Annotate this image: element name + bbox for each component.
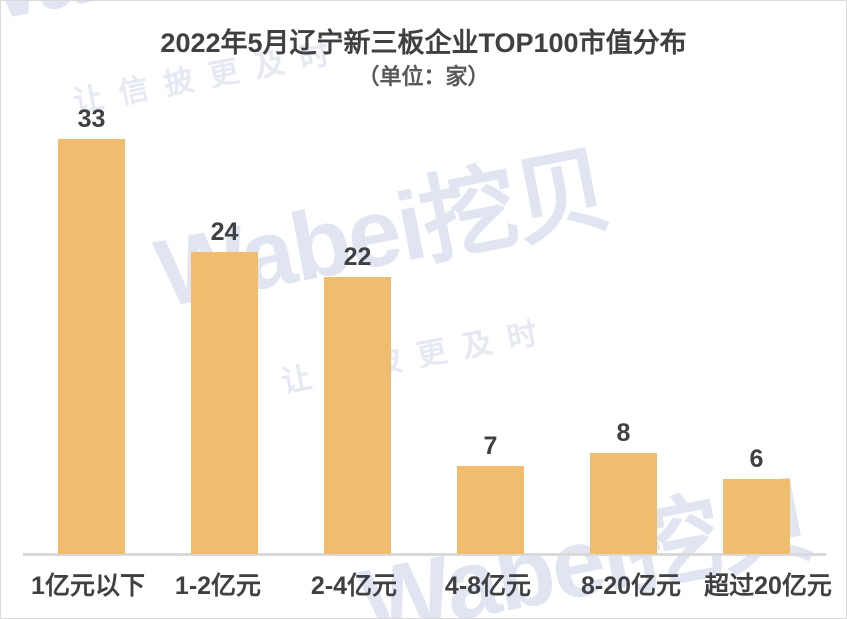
bar-value-label: 22 <box>343 243 372 271</box>
bar-value-label: 6 <box>749 445 764 473</box>
bar-group[interactable]: 22 <box>324 237 391 554</box>
bar-group[interactable]: 24 <box>191 212 258 554</box>
bar-group[interactable]: 8 <box>590 413 657 554</box>
bar-value-label: 7 <box>483 432 498 460</box>
chart-title-block: 2022年5月辽宁新三板企业TOP100市值分布 （单位：家） <box>1 27 846 91</box>
bar-group[interactable]: 6 <box>723 439 790 554</box>
x-axis-tick-label: 超过20亿元 <box>704 572 832 600</box>
x-axis-tick-label: 8-20亿元 <box>580 572 682 600</box>
x-axis-labels: 1亿元以下 1-2亿元 2-4亿元 4-8亿元 8-20亿元 超过20亿元 <box>1 563 846 613</box>
x-axis-line <box>23 553 826 556</box>
bar-group[interactable]: 33 <box>58 99 125 554</box>
bar-value-label: 33 <box>77 105 106 133</box>
x-axis-tick-label: 1-2亿元 <box>174 572 262 600</box>
x-axis-tick-label: 4-8亿元 <box>444 572 532 600</box>
chart-subtitle: （单位：家） <box>357 63 490 89</box>
chart-title: 2022年5月辽宁新三板企业TOP100市值分布 <box>160 28 687 58</box>
bar[interactable] <box>723 479 790 554</box>
bar[interactable] <box>58 139 125 554</box>
bar[interactable] <box>191 252 258 554</box>
bar[interactable] <box>324 277 391 554</box>
bar-value-label: 8 <box>616 419 631 447</box>
bar[interactable] <box>457 466 524 554</box>
x-axis-tick-label: 2-4亿元 <box>310 572 398 600</box>
bar-value-label: 24 <box>210 218 239 246</box>
bar[interactable] <box>590 453 657 554</box>
x-axis-tick-label: 1亿元以下 <box>31 572 145 600</box>
bar-group[interactable]: 7 <box>457 426 524 554</box>
